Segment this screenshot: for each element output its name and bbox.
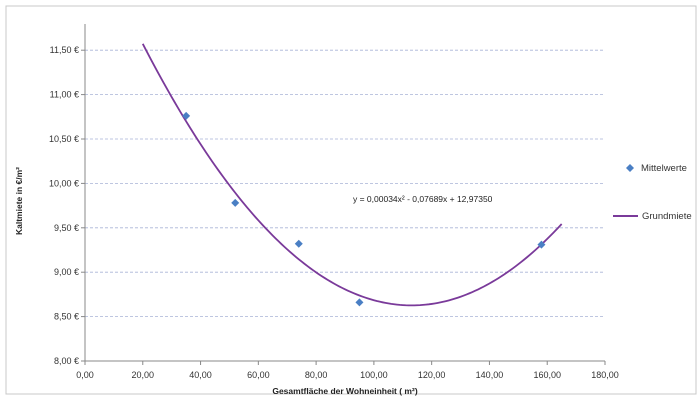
x-tick-label: 60,00 — [247, 370, 270, 380]
x-tick-label: 0,00 — [76, 370, 94, 380]
y-tick-label: 10,50 € — [49, 134, 79, 144]
x-tick-label: 140,00 — [476, 370, 504, 380]
y-axis-title: Kaltmiete in €/m² — [14, 167, 24, 235]
x-tick-label: 80,00 — [305, 370, 328, 380]
y-tick-label: 11,00 € — [50, 90, 79, 100]
trendline-equation: y = 0,00034x² - 0,07689x + 12,97350 — [353, 194, 493, 204]
y-tick-label: 11,50 € — [50, 45, 79, 55]
x-tick-label: 100,00 — [360, 370, 388, 380]
y-tick-label: 9,00 € — [54, 267, 79, 277]
x-tick-label: 120,00 — [418, 370, 446, 380]
x-tick-label: 160,00 — [533, 370, 561, 380]
x-tick-label: 20,00 — [132, 370, 155, 380]
y-tick-label: 9,50 € — [54, 223, 79, 233]
x-tick-label: 180,00 — [591, 370, 619, 380]
y-tick-label: 8,00 € — [54, 356, 79, 366]
x-tick-label: 40,00 — [189, 370, 212, 380]
y-tick-label: 10,00 € — [49, 178, 79, 188]
chart-frame — [6, 6, 696, 394]
legend-label-grundmiete: Grundmiete — [642, 211, 692, 222]
y-tick-label: 8,50 € — [54, 312, 79, 322]
x-axis-title: Gesamtfläche der Wohneinheit ( m²) — [272, 386, 417, 396]
legend-label-mittelwerte: Mittelwerte — [641, 163, 687, 174]
